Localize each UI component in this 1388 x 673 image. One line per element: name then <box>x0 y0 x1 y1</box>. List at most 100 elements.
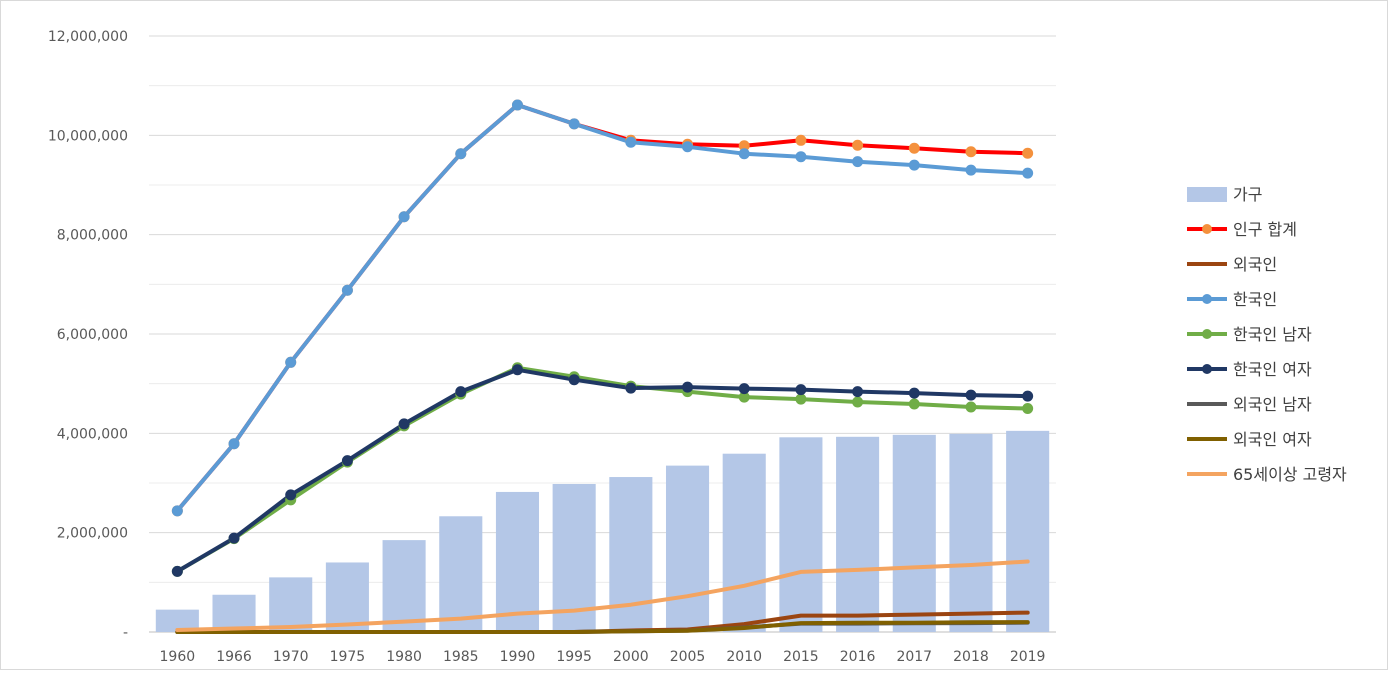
series-marker-4 <box>171 565 183 577</box>
legend-label: 가구 <box>1233 185 1262 204</box>
bar-1990 <box>495 491 540 632</box>
x-tick-label: 1990 <box>500 649 536 665</box>
series-marker-4 <box>795 384 807 396</box>
series-marker-2 <box>795 151 807 163</box>
series-marker-0 <box>795 134 807 146</box>
x-tick-label: 1985 <box>443 649 479 665</box>
series-marker-4 <box>511 364 523 376</box>
series-marker-3 <box>965 401 977 413</box>
series-marker-0 <box>852 139 864 151</box>
series-marker-4 <box>285 489 297 501</box>
series-marker-3 <box>795 393 807 405</box>
y-tick-label: 6,000,000 <box>57 327 128 343</box>
x-tick-label: 1995 <box>556 649 592 665</box>
series-marker-2 <box>682 141 694 153</box>
bar-2010 <box>722 453 766 632</box>
x-tick-label: 2015 <box>783 649 819 665</box>
series-marker-0 <box>965 146 977 158</box>
series-marker-3 <box>908 398 920 410</box>
series-marker-4 <box>398 418 410 430</box>
y-tick-label: 8,000,000 <box>57 228 128 244</box>
series-marker-2 <box>511 99 523 111</box>
series-marker-2 <box>908 159 920 171</box>
series-marker-4 <box>568 374 580 386</box>
bar-2015 <box>779 437 823 632</box>
legend-label: 65세이상 고령자 <box>1233 465 1347 484</box>
x-tick-label: 2018 <box>953 649 989 665</box>
bar-2000 <box>609 477 653 632</box>
y-tick-label: 4,000,000 <box>57 426 128 442</box>
bar-1980 <box>382 540 426 632</box>
series-marker-4 <box>908 387 920 399</box>
bar-1960 <box>155 609 199 632</box>
x-tick-label: 1970 <box>273 649 309 665</box>
series-marker-2 <box>1022 167 1034 179</box>
legend-label: 외국인 여자 <box>1233 430 1312 449</box>
bar-2017 <box>892 434 936 632</box>
legend-label: 외국인 <box>1233 255 1277 274</box>
bar-1970 <box>269 577 313 632</box>
legend-swatch-marker <box>1202 224 1212 234</box>
series-marker-2 <box>625 136 637 148</box>
series-marker-3 <box>852 396 864 408</box>
x-tick-label: 2016 <box>840 649 876 665</box>
series-marker-4 <box>682 381 694 393</box>
bar-series <box>155 430 1050 632</box>
x-tick-label: 1975 <box>330 649 366 665</box>
bar-1985 <box>439 516 483 632</box>
series-marker-2 <box>228 438 240 450</box>
bar-2016 <box>836 436 880 632</box>
series-marker-4 <box>965 389 977 401</box>
y-tick-label: - <box>123 625 128 641</box>
legend-label: 한국인 여자 <box>1233 360 1312 379</box>
series-marker-4 <box>852 386 864 398</box>
legend-label: 인구 합계 <box>1233 220 1297 239</box>
series-line-4 <box>175 367 1030 574</box>
legend-label: 외국인 남자 <box>1233 395 1312 414</box>
bar-2018 <box>949 433 993 632</box>
y-tick-label: 10,000,000 <box>48 128 128 144</box>
legend-label: 한국인 남자 <box>1233 325 1312 344</box>
series-marker-2 <box>965 164 977 176</box>
series-marker-2 <box>455 148 467 160</box>
series-line-3 <box>175 365 1030 574</box>
series-line-7 <box>175 559 1030 632</box>
series-marker-4 <box>455 386 467 398</box>
bar-2019 <box>1006 430 1050 632</box>
series-marker-0 <box>1022 147 1034 159</box>
legend-swatch-marker <box>1202 329 1212 339</box>
x-tick-label: 2019 <box>1010 649 1046 665</box>
x-tick-label: 2005 <box>670 649 706 665</box>
series-marker-4 <box>228 532 240 544</box>
series-line-6 <box>175 620 1030 634</box>
x-tick-label: 2000 <box>613 649 649 665</box>
series-marker-2 <box>852 156 864 168</box>
bar-1966 <box>212 594 256 632</box>
series-marker-2 <box>568 118 580 130</box>
series-marker-2 <box>738 148 750 160</box>
y-tick-label: 2,000,000 <box>57 526 128 542</box>
x-tick-label: 1960 <box>160 649 196 665</box>
x-tick-label: 2017 <box>896 649 932 665</box>
series-line-2 <box>175 103 1030 513</box>
series-marker-4 <box>1022 390 1034 402</box>
x-tick-label: 1980 <box>386 649 422 665</box>
series-marker-4 <box>625 382 637 394</box>
legend-swatch-marker <box>1202 364 1212 374</box>
legend-swatch-bar <box>1187 187 1227 202</box>
series-marker-2 <box>171 505 183 517</box>
x-tick-label: 2010 <box>726 649 762 665</box>
y-axis-ticks: - 2,000,000 4,000,000 6,000,000 8,000,000 10,… <box>48 29 128 641</box>
bar-2005 <box>665 465 710 632</box>
x-tick-label: 1966 <box>216 649 252 665</box>
x-axis-ticks: 1960 1966 1970 1975 1980 1985 1990 1995 2000 2005… <box>160 649 1046 665</box>
series-marker-4 <box>738 383 750 395</box>
series-marker-4 <box>341 455 353 467</box>
line-series <box>171 99 1034 634</box>
legend-swatch-marker <box>1202 294 1212 304</box>
series-marker-3 <box>1022 403 1034 414</box>
series-marker-0 <box>908 142 920 154</box>
